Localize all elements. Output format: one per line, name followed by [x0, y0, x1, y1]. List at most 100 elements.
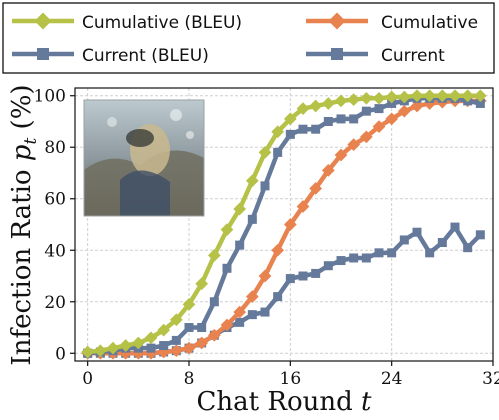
data-point: [131, 336, 145, 350]
legend-entry-current-bleu: Current (BLEU): [12, 46, 209, 66]
data-point: [222, 263, 232, 273]
data-point: [119, 339, 133, 352]
data-point: [349, 253, 359, 263]
data-point: [410, 89, 424, 103]
series-cumulative-bleu: [81, 89, 487, 359]
data-point: [245, 174, 259, 188]
data-point: [197, 323, 207, 333]
data-point: [309, 182, 323, 195]
data-point: [311, 268, 321, 278]
data-point: [283, 218, 297, 231]
data-point: [435, 89, 449, 103]
x-tick-label: 24: [381, 369, 403, 389]
data-point: [207, 328, 221, 342]
data-point: [258, 146, 272, 159]
data-point: [285, 274, 295, 284]
data-point: [347, 138, 361, 152]
data-point: [157, 323, 171, 337]
data-point: [461, 89, 475, 103]
data-point: [260, 181, 270, 191]
data-point: [285, 129, 295, 139]
data-point: [385, 90, 399, 104]
legend-label-cumulative: Cumulative: [381, 13, 478, 33]
data-point: [106, 341, 120, 355]
data-point: [397, 90, 411, 104]
data-point: [271, 125, 285, 139]
data-point: [258, 269, 272, 283]
data-point: [171, 335, 181, 345]
data-point: [195, 277, 209, 291]
data-point: [247, 214, 257, 224]
legend-entry-cumulative: Cumulative: [306, 12, 478, 33]
data-point: [271, 243, 285, 257]
data-point: [235, 317, 245, 327]
y-tick-label: 100: [34, 87, 66, 107]
data-point: [349, 114, 359, 124]
x-tick-label: 32: [482, 369, 499, 389]
data-point: [385, 112, 399, 126]
data-point: [374, 248, 384, 258]
data-point: [159, 341, 169, 351]
data-point: [374, 104, 384, 114]
data-point: [209, 297, 219, 307]
data-point: [372, 91, 386, 105]
x-tick-label: 0: [82, 369, 93, 389]
data-point: [387, 248, 397, 258]
y-tick-label: 20: [44, 293, 66, 313]
data-point: [387, 98, 397, 108]
y-tick-label: 0: [55, 344, 66, 364]
data-point: [361, 106, 371, 116]
data-point: [361, 253, 371, 263]
data-point: [233, 305, 247, 319]
y-tick-label: 80: [44, 138, 66, 158]
data-point: [450, 222, 460, 232]
data-point: [475, 230, 485, 240]
legend-box: [2, 2, 495, 74]
legend-entry-current: Current: [306, 46, 445, 66]
data-point: [169, 344, 183, 358]
legend-label-current-bleu: Current (BLEU): [82, 46, 209, 66]
data-point: [184, 323, 194, 333]
data-point: [336, 114, 346, 124]
y-axis-title: Infection Ratio pt (%): [7, 84, 41, 365]
data-point: [233, 202, 247, 216]
data-point: [359, 91, 373, 105]
data-point: [475, 98, 485, 108]
x-tick-label: 16: [280, 369, 302, 389]
data-point: [273, 147, 283, 157]
data-point: [334, 94, 348, 108]
data-point: [359, 130, 373, 144]
data-point: [321, 164, 335, 177]
data-point: [144, 331, 158, 345]
data-point: [298, 124, 308, 134]
plot-frame: [74, 87, 494, 362]
series-current: [83, 222, 485, 358]
data-point: [220, 223, 234, 237]
data-point: [423, 89, 437, 103]
legend: Cumulative (BLEU) Cumulative Current (BL…: [2, 2, 495, 74]
data-point: [296, 102, 310, 115]
data-point: [473, 89, 487, 103]
x-tick-label: 8: [184, 369, 195, 389]
data-point: [182, 297, 196, 311]
data-point: [182, 341, 196, 355]
data-point: [298, 271, 308, 281]
data-point: [334, 148, 348, 162]
y-tick-label: 40: [44, 241, 66, 261]
data-point: [245, 290, 259, 303]
legend-label-current: Current: [381, 46, 445, 66]
data-point: [448, 89, 462, 103]
data-point: [81, 345, 95, 359]
data-point: [169, 313, 183, 327]
data-point: [399, 235, 409, 245]
data-point: [412, 227, 422, 237]
data-point: [273, 292, 283, 302]
x-axis-title: Chat Round t: [197, 387, 372, 417]
data-point: [463, 243, 473, 253]
data-point: [146, 343, 156, 353]
data-point: [437, 238, 447, 248]
data-point: [425, 248, 435, 258]
data-point: [93, 344, 107, 358]
ticks: 0 8 16 24 32 0 20 40 60 80 100: [34, 87, 499, 389]
